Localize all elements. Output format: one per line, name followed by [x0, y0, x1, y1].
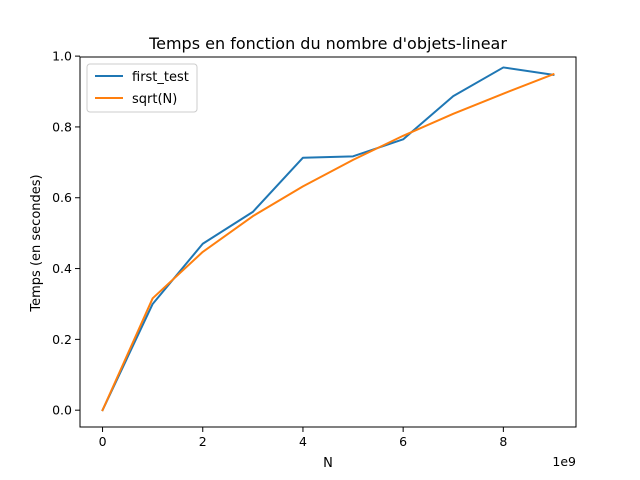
chart-title: Temps en fonction du nombre d'objets-lin…	[148, 34, 507, 53]
x-tick-label: 2	[199, 434, 207, 449]
x-tick-label: 8	[499, 434, 507, 449]
y-tick-label: 0.4	[52, 261, 72, 276]
x-tick-label: 4	[299, 434, 307, 449]
legend-item: first_test	[95, 70, 189, 85]
x-axis-ticks: 0 2 4 6 8	[99, 427, 507, 449]
legend-item: sqrt(N)	[95, 92, 177, 107]
legend: first_test sqrt(N)	[86, 63, 198, 113]
lines-layer	[101, 66, 555, 412]
x-tick-label: 0	[99, 434, 107, 449]
y-axis-label: Temps (en secondes)	[29, 174, 44, 312]
plot-area	[79, 56, 577, 428]
y-tick-label: 0.2	[52, 332, 72, 347]
axes-frame	[79, 56, 577, 428]
series-line-sqrt-n	[101, 72, 555, 412]
y-tick-label: 0.8	[52, 119, 72, 134]
x-axis-offset-label: 1e9	[552, 454, 576, 469]
y-axis-ticks: 0.0 0.2 0.4 0.6 0.8 1.0	[52, 49, 80, 418]
x-axis-label: N	[323, 456, 333, 471]
y-tick-label: 0.0	[52, 403, 72, 418]
y-tick-label: 0.6	[52, 190, 72, 205]
x-tick-label: 6	[399, 434, 407, 449]
legend-label: first_test	[132, 70, 189, 85]
y-tick-label: 1.0	[52, 49, 72, 64]
legend-label: sqrt(N)	[132, 92, 177, 107]
